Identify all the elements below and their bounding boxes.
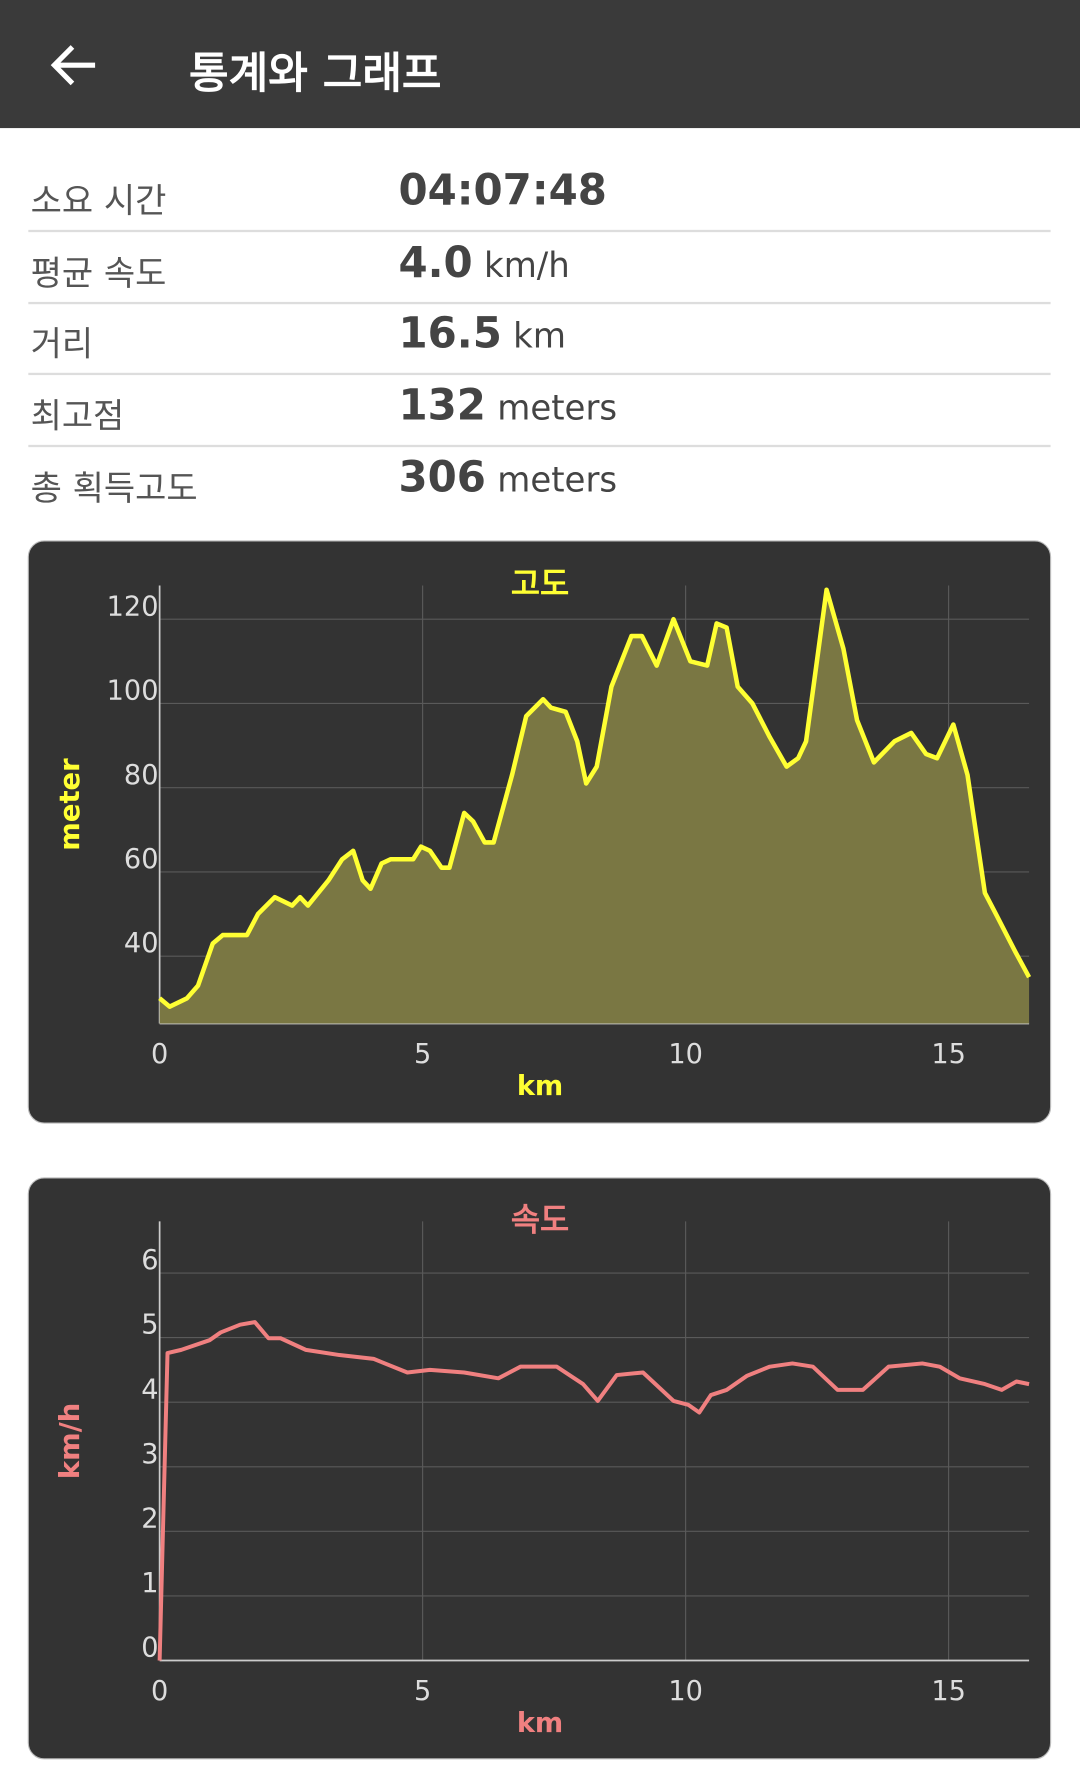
stat-value: 04:07:48 [398, 166, 606, 215]
chart-card [27, 1177, 1052, 1760]
x-tick-label: 15 [931, 1039, 966, 1070]
stat-value: 306 meters [398, 453, 617, 502]
area-line [158, 587, 1032, 1009]
y-tick-label: 80 [124, 760, 159, 791]
y-axis-label: meter [55, 758, 86, 851]
stat-row: 평균 속도 4.0 km/h [28, 231, 1051, 304]
x-axis-label: km [517, 1708, 563, 1739]
stat-row: 최고점 132 meters [28, 374, 1051, 448]
stat-value: 4.0 km/h [398, 238, 569, 287]
value: 04:07:48 [398, 165, 607, 215]
value: 306 [398, 452, 486, 502]
y-tick-label: 100 [107, 675, 159, 706]
value: 132 [398, 380, 486, 431]
stat-row: 총 획득고도 306 meters [28, 446, 1050, 517]
back-button[interactable] [45, 40, 102, 90]
value: 4.0 [398, 237, 473, 287]
line [157, 1320, 1030, 1661]
x-tick-label: 0 [151, 1039, 168, 1070]
y-tick-label: 4 [141, 1374, 158, 1405]
stat-row: 거리 16.5 km [28, 302, 1051, 376]
x-tick-label: 15 [931, 1676, 966, 1707]
y-tick-label: 120 [107, 591, 159, 622]
stat-label: 소요 시간 [30, 181, 167, 222]
unit: km [513, 317, 566, 358]
stat-label: 평균 속도 [30, 253, 167, 294]
stat-label: 최고점 [30, 396, 125, 437]
x-axis-label: km [517, 1071, 563, 1102]
chart-title: 고도 [511, 564, 569, 602]
unit: meters [497, 388, 618, 429]
unit: meters [497, 460, 618, 501]
stat-row: 소요 시간 04:07:48 [28, 159, 1051, 233]
x-tick-label: 10 [668, 1676, 703, 1707]
y-tick-label: 6 [141, 1245, 158, 1276]
x-tick-label: 5 [414, 1676, 431, 1707]
app-bar: 통계와 그래프 [0, 0, 1080, 129]
x-tick-label: 5 [414, 1039, 431, 1070]
app-title: 통계와 그래프 [189, 48, 442, 99]
stat-value: 132 meters [398, 381, 617, 430]
chart-title: 속도 [511, 1200, 569, 1238]
stat-label: 총 획득고도 [30, 468, 198, 509]
x-tick-label: 10 [668, 1039, 703, 1070]
y-tick-label: 40 [124, 928, 159, 959]
stat-value: 16.5 km [398, 309, 565, 358]
y-tick-label: 2 [141, 1503, 158, 1534]
y-tick-label: 3 [141, 1439, 158, 1470]
x-tick-label: 0 [151, 1676, 168, 1707]
y-tick-label: 0 [141, 1632, 158, 1663]
unit: km/h [484, 245, 570, 286]
value: 16.5 [398, 309, 502, 359]
y-tick-label: 5 [141, 1310, 158, 1341]
y-tick-label: 1 [141, 1568, 158, 1599]
y-tick-label: 60 [124, 844, 159, 875]
stat-label: 거리 [30, 325, 94, 366]
y-axis-label: km/h [55, 1403, 86, 1479]
area-fill [159, 589, 1030, 1024]
